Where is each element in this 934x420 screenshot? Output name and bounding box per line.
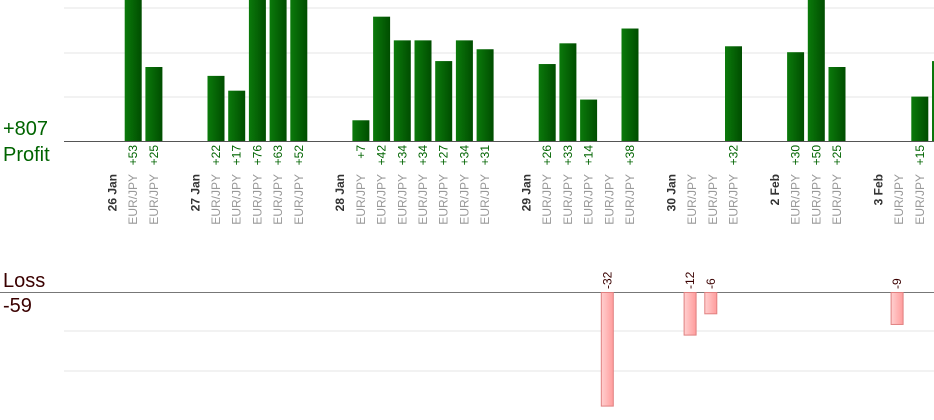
instrument-label: EUR/JPY bbox=[147, 174, 161, 225]
instrument-label: EUR/JPY bbox=[892, 174, 906, 225]
profit-value-label: +34 bbox=[416, 145, 430, 166]
instrument-label: EUR/JPY bbox=[727, 174, 741, 225]
profit-bar bbox=[932, 61, 934, 141]
date-label: 29 Jan bbox=[520, 174, 534, 211]
loss-bar bbox=[890, 292, 904, 325]
profit-bar bbox=[290, 0, 308, 141]
instrument-label: EUR/JPY bbox=[230, 174, 244, 225]
instrument-label: EUR/JPY bbox=[706, 174, 720, 225]
profit-value-label: +15 bbox=[913, 145, 927, 166]
profit-value-label: +25 bbox=[147, 145, 161, 166]
profit-value-label: +33 bbox=[561, 145, 575, 166]
profit-value-label: +34 bbox=[395, 145, 409, 166]
instrument-label: EUR/JPY bbox=[271, 174, 285, 225]
profit-value-label: +50 bbox=[809, 145, 823, 166]
instrument-label: EUR/JPY bbox=[395, 174, 409, 225]
profit-bar bbox=[248, 0, 266, 141]
instrument-label: EUR/JPY bbox=[437, 174, 451, 225]
profit-value-label: +76 bbox=[250, 145, 264, 166]
profit-value-label: +14 bbox=[582, 145, 596, 166]
profit-bar bbox=[538, 64, 556, 141]
loss-value-label: -6 bbox=[704, 278, 718, 289]
instrument-label: EUR/JPY bbox=[830, 174, 844, 225]
date-label: 28 Jan bbox=[333, 174, 347, 211]
profit-value-label: +7 bbox=[354, 145, 368, 159]
loss-bar bbox=[600, 292, 614, 407]
profit-value-label: +34 bbox=[457, 145, 471, 166]
date-label: 3 Feb bbox=[871, 174, 885, 205]
profit-bar bbox=[393, 40, 411, 141]
profit-bar bbox=[228, 90, 246, 141]
instrument-label: EUR/JPY bbox=[623, 174, 637, 225]
profit-bar bbox=[414, 40, 432, 141]
instrument-label: EUR/JPY bbox=[913, 174, 927, 225]
profit-value-label: +63 bbox=[271, 145, 285, 166]
profit-bar bbox=[269, 0, 287, 141]
profit-bar bbox=[373, 16, 391, 141]
loss-label: Loss bbox=[3, 270, 46, 292]
loss-bar bbox=[704, 292, 718, 315]
profit-value-label: +30 bbox=[789, 145, 803, 166]
loss-value-label: -12 bbox=[683, 271, 697, 289]
instrument-label: EUR/JPY bbox=[582, 174, 596, 225]
profit-bar bbox=[124, 0, 142, 141]
profit-bar bbox=[207, 75, 225, 141]
date-label: 26 Jan bbox=[106, 174, 120, 211]
profit-bar bbox=[911, 96, 929, 141]
profit-bar bbox=[725, 46, 742, 141]
instrument-label: EUR/JPY bbox=[685, 174, 699, 225]
profit-value-label: +42 bbox=[375, 145, 389, 166]
profit-value-label: +53 bbox=[126, 145, 140, 166]
profit-bar bbox=[580, 99, 598, 141]
instrument-label: EUR/JPY bbox=[561, 174, 575, 225]
instrument-label: EUR/JPY bbox=[789, 174, 803, 225]
instrument-label: EUR/JPY bbox=[457, 174, 471, 225]
loss-bar bbox=[683, 292, 697, 336]
profit-value-label: +26 bbox=[540, 145, 554, 166]
profit-bar bbox=[455, 40, 473, 141]
loss-value-label: -32 bbox=[600, 271, 614, 289]
profit-value-label: +27 bbox=[437, 145, 451, 166]
date-label: 2 Feb bbox=[768, 174, 782, 205]
profit-value-label: +22 bbox=[209, 145, 223, 166]
profit-bar bbox=[352, 120, 370, 141]
date-label: 27 Jan bbox=[188, 174, 202, 211]
profit-value-label: +25 bbox=[830, 145, 844, 166]
profit-value-label: +17 bbox=[230, 145, 244, 166]
profit-bar bbox=[807, 0, 825, 141]
profit-value-label: +38 bbox=[623, 145, 637, 166]
profit-bar bbox=[145, 67, 163, 141]
instrument-label: EUR/JPY bbox=[478, 174, 492, 225]
instrument-label: EUR/JPY bbox=[292, 174, 306, 225]
profit-value-label: +52 bbox=[292, 145, 306, 166]
profit-bar bbox=[787, 52, 805, 142]
instrument-label: EUR/JPY bbox=[250, 174, 264, 225]
profit-value-label: +32 bbox=[727, 145, 741, 166]
profit-bar bbox=[621, 28, 639, 141]
profit-bar bbox=[476, 49, 494, 141]
profit-value-label: +31 bbox=[478, 145, 492, 166]
instrument-label: EUR/JPY bbox=[416, 174, 430, 225]
profit-bar bbox=[828, 67, 846, 141]
instrument-label: EUR/JPY bbox=[209, 174, 223, 225]
instrument-label: EUR/JPY bbox=[375, 174, 389, 225]
instrument-label: EUR/JPY bbox=[809, 174, 823, 225]
profit-label: Profit bbox=[3, 144, 50, 166]
profit-bar bbox=[559, 43, 577, 141]
loss-value-label: -9 bbox=[890, 278, 904, 289]
instrument-label: EUR/JPY bbox=[354, 174, 368, 225]
instrument-label: EUR/JPY bbox=[602, 174, 616, 225]
date-label: 30 Jan bbox=[664, 174, 678, 211]
instrument-label: EUR/JPY bbox=[126, 174, 140, 225]
profit-total: +807 bbox=[3, 118, 49, 140]
instrument-label: EUR/JPY bbox=[540, 174, 554, 225]
loss-total: -59 bbox=[3, 295, 32, 317]
profit-bar bbox=[435, 61, 453, 141]
